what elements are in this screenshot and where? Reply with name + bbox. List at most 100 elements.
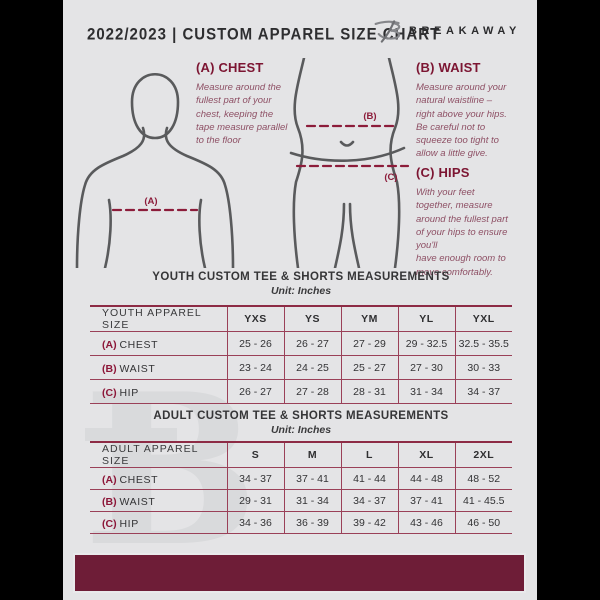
breakaway-watermark-bar bbox=[85, 428, 177, 441]
measure-name: HIP bbox=[119, 517, 139, 530]
measurement-value-cell: 29 - 31 bbox=[226, 489, 284, 512]
measurement-value-cell: 46 - 50 bbox=[454, 511, 512, 534]
figure-left-shoulder bbox=[75, 126, 146, 268]
hip-line-label: (C) bbox=[384, 172, 397, 183]
table-body: (A) CHEST 34 - 37 37 - 41 41 - 44 44 - 48 48 … bbox=[90, 467, 512, 534]
size-header-cell: YM bbox=[340, 306, 398, 332]
measurement-row: (C) HIP 34 - 36 36 - 39 39 - 42 43 - 46 46 - … bbox=[90, 511, 512, 534]
measure-name: WAIST bbox=[119, 362, 156, 375]
measurement-value-cell: 44 - 48 bbox=[397, 467, 455, 490]
measurement-label-cell: (A) CHEST bbox=[90, 467, 227, 490]
table-header-row: ADULT APPAREL SIZE S M L XL 2XL bbox=[90, 442, 512, 468]
breakaway-b-logo-icon bbox=[374, 20, 401, 43]
youth-section-title: YOUTH CUSTOM TEE & SHORTS MEASUREMENTS U… bbox=[90, 271, 512, 297]
measurement-value-cell: 23 - 24 bbox=[226, 355, 284, 380]
figure-right-inner-leg bbox=[348, 202, 361, 268]
measurement-value-cell: 25 - 27 bbox=[340, 355, 398, 380]
measurement-label-cell: (C) HIP bbox=[90, 379, 227, 404]
figure-head bbox=[130, 73, 180, 140]
measurement-value-cell: 34 - 37 bbox=[340, 489, 398, 512]
measurement-row: (A) CHEST 34 - 37 37 - 41 41 - 44 44 - 48 48 … bbox=[90, 467, 512, 490]
size-header-cell: YL bbox=[397, 306, 455, 332]
hips-instructions: (C) HIPS With your feet together, measur… bbox=[416, 165, 536, 279]
brand-name: BREAKAWAY bbox=[409, 25, 521, 37]
upper-body-figure: (A) bbox=[75, 73, 235, 268]
figure-right-hip-outline bbox=[387, 58, 401, 268]
size-header-cell: XL bbox=[397, 442, 455, 468]
measurement-value-cell: 27 - 30 bbox=[397, 355, 455, 380]
measurement-value-cell: 43 - 46 bbox=[397, 511, 455, 534]
measure-letter: (A) bbox=[102, 338, 120, 351]
adult-size-table: ADULT APPAREL SIZE S M L XL 2XL (A) CHEST 34 - … bbox=[90, 441, 512, 534]
measurement-value-cell: 36 - 39 bbox=[283, 511, 341, 534]
measurement-value-cell: 31 - 34 bbox=[283, 489, 341, 512]
adult-section-title: ADULT CUSTOM TEE & SHORTS MEASUREMENTS U… bbox=[90, 410, 512, 436]
table-head: ADULT APPAREL SIZE S M L XL 2XL bbox=[90, 442, 512, 468]
measurement-value-cell: 37 - 41 bbox=[283, 467, 341, 490]
measure-letter: (A) bbox=[102, 473, 120, 486]
size-header-cell: L bbox=[340, 442, 398, 468]
apparel-size-header-cell: YOUTH APPAREL SIZE bbox=[90, 306, 227, 332]
size-header-cell: S bbox=[226, 442, 284, 468]
adult-table-title: ADULT CUSTOM TEE & SHORTS MEASUREMENTS bbox=[153, 410, 449, 422]
youth-table-title: YOUTH CUSTOM TEE & SHORTS MEASUREMENTS bbox=[152, 271, 450, 283]
measurement-value-cell: 39 - 42 bbox=[340, 511, 398, 534]
measure-letter: (C) bbox=[102, 386, 120, 399]
measurement-row: (A) CHEST 25 - 26 26 - 27 27 - 29 29 - 32.5 3… bbox=[90, 331, 512, 356]
measurement-value-cell: 30 - 33 bbox=[454, 355, 512, 380]
figure-left-inner-leg bbox=[333, 202, 346, 268]
measurement-value-cell: 41 - 44 bbox=[340, 467, 398, 490]
size-chart-page: B 2022/2023 | CUSTOM APPAREL SIZE CHART … bbox=[63, 0, 537, 600]
table-header-row: YOUTH APPAREL SIZE YXS YS YM YL YXL bbox=[90, 306, 512, 332]
footer-accent-bar bbox=[73, 553, 526, 593]
measurement-label-cell: (C) HIP bbox=[90, 511, 227, 534]
measure-letter: (B) bbox=[102, 362, 120, 375]
measure-name: WAIST bbox=[119, 495, 156, 508]
size-header-cell: M bbox=[283, 442, 341, 468]
figure-waistband-curve bbox=[289, 146, 406, 163]
measurement-row: (B) WAIST 29 - 31 31 - 34 34 - 37 37 - 41 41 … bbox=[90, 489, 512, 512]
measurement-value-cell: 34 - 37 bbox=[226, 467, 284, 490]
waist-instructions: (B) WAIST Measure around your natural wa… bbox=[416, 60, 532, 161]
size-header-cell: YXL bbox=[454, 306, 512, 332]
measure-name: HIP bbox=[119, 386, 139, 399]
figure-left-inner-arm bbox=[103, 198, 112, 268]
waist-line-label: (B) bbox=[363, 111, 376, 122]
lower-body-figure: (B) (C) bbox=[289, 58, 410, 268]
figure-navel bbox=[339, 140, 355, 147]
chest-instructions: (A) CHEST Measure around the fullest par… bbox=[196, 60, 320, 147]
page-content: 2022/2023 | CUSTOM APPAREL SIZE CHART BR… bbox=[63, 0, 537, 600]
table-head: YOUTH APPAREL SIZE YXS YS YM YL YXL bbox=[90, 306, 512, 332]
measurement-value-cell: 37 - 41 bbox=[397, 489, 455, 512]
measure-letter: (C) bbox=[102, 517, 120, 530]
figure-left-hip-outline bbox=[292, 58, 306, 268]
figure-right-shoulder bbox=[164, 126, 235, 268]
apparel-size-header-cell: ADULT APPAREL SIZE bbox=[90, 442, 227, 468]
measure-letter: (B) bbox=[102, 495, 120, 508]
chest-line-label: (A) bbox=[144, 196, 157, 207]
waist-body-text: Measure around your natural waistline – … bbox=[416, 82, 507, 160]
page-title: 2022/2023 | CUSTOM APPAREL SIZE CHART bbox=[87, 25, 441, 45]
measurement-label-cell: (B) WAIST bbox=[90, 489, 227, 512]
size-header-cell: 2XL bbox=[454, 442, 512, 468]
measurement-value-cell: 41 - 45.5 bbox=[454, 489, 512, 512]
figure-right-inner-arm bbox=[198, 198, 207, 268]
measurement-label-cell: (A) CHEST bbox=[90, 331, 227, 356]
measurement-value-cell: 48 - 52 bbox=[454, 467, 512, 490]
measure-name: CHEST bbox=[119, 338, 159, 351]
measurement-value-cell: 34 - 36 bbox=[226, 511, 284, 534]
measurement-value-cell: 26 - 27 bbox=[226, 379, 284, 404]
adult-table-unit: Unit: Inches bbox=[270, 424, 332, 436]
measurement-row: (B) WAIST 23 - 24 24 - 25 25 - 27 27 - 30 30 … bbox=[90, 355, 512, 380]
measurement-value-cell: 27 - 28 bbox=[283, 379, 341, 404]
size-header-cell: YXS bbox=[226, 306, 284, 332]
size-header-cell: YS bbox=[283, 306, 341, 332]
measure-name: CHEST bbox=[119, 473, 159, 486]
chest-body-text: Measure around the fullest part of your … bbox=[196, 82, 288, 147]
measurement-value-cell: 25 - 26 bbox=[226, 331, 284, 356]
measurement-value-cell: 28 - 31 bbox=[340, 379, 398, 404]
measurement-value-cell: 29 - 32.5 bbox=[397, 331, 455, 356]
measurement-value-cell: 32.5 - 35.5 bbox=[454, 331, 512, 356]
waist-heading: (B) WAIST bbox=[416, 60, 481, 75]
measurement-value-cell: 31 - 34 bbox=[397, 379, 455, 404]
